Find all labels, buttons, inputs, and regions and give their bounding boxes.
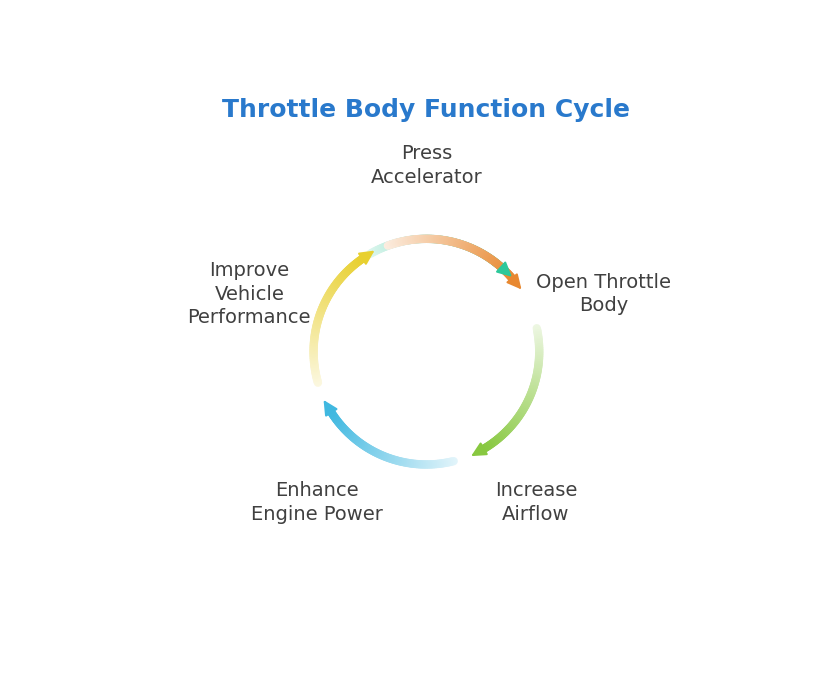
Text: Throttle Body Function Cycle: Throttle Body Function Cycle xyxy=(222,98,631,122)
Text: Open Throttle
Body: Open Throttle Body xyxy=(536,273,671,315)
Text: Increase
Airflow: Increase Airflow xyxy=(495,481,577,524)
Text: Improve
Vehicle
Performance: Improve Vehicle Performance xyxy=(187,261,311,327)
Text: Press
Accelerator: Press Accelerator xyxy=(370,144,483,187)
Text: Enhance
Engine Power: Enhance Engine Power xyxy=(251,481,383,524)
